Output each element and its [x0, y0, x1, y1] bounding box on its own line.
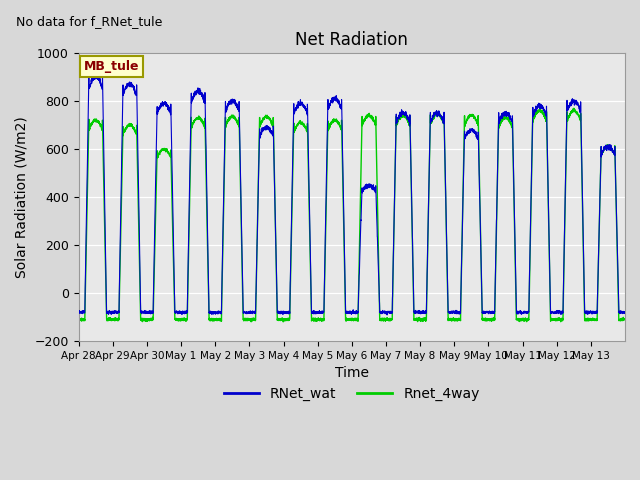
Rnet_4way [75, 317, 83, 323]
Rnet_4way [570, 106, 578, 111]
Rnet_4way [188, 123, 196, 129]
Rnet_4way [280, 319, 287, 324]
RNet_wat [93, 72, 101, 78]
Title: Net Radiation: Net Radiation [296, 31, 408, 48]
RNet_wat [502, 110, 509, 116]
RNet_wat [188, 98, 196, 104]
RNet_wat [529, 115, 536, 120]
Rnet_4way [401, 113, 409, 119]
RNet_wat [75, 309, 83, 315]
Line: Rnet_4way: Rnet_4way [79, 108, 625, 322]
Legend: RNet_wat, Rnet_4way: RNet_wat, Rnet_4way [219, 381, 485, 406]
RNet_wat [621, 310, 629, 316]
Rnet_4way [543, 115, 550, 121]
RNet_wat [402, 111, 410, 117]
Rnet_4way [502, 116, 509, 121]
Rnet_4way [372, 130, 380, 135]
Line: RNet_wat: RNet_wat [79, 75, 625, 315]
X-axis label: Time: Time [335, 366, 369, 381]
Rnet_4way [621, 316, 629, 322]
Rnet_4way [529, 126, 536, 132]
RNet_wat [383, 312, 391, 318]
Text: No data for f_RNet_tule: No data for f_RNet_tule [16, 15, 163, 28]
RNet_wat [372, 195, 380, 201]
Y-axis label: Solar Radiation (W/m2): Solar Radiation (W/m2) [15, 116, 29, 278]
Text: MB_tule: MB_tule [84, 60, 140, 73]
RNet_wat [543, 117, 550, 122]
